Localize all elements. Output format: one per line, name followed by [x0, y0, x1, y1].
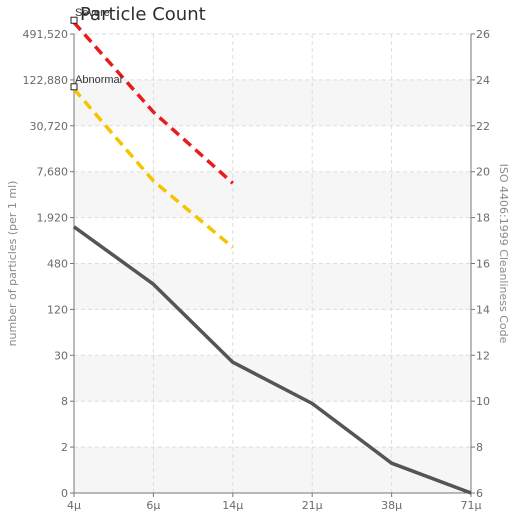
- grid-lines: [73, 33, 472, 494]
- y-right-tick-label: 8: [476, 441, 483, 454]
- y-left-tick-label: 1,920: [37, 212, 69, 225]
- series-line-3: [72, 225, 472, 495]
- plot-band: [74, 171, 471, 218]
- plot-band: [74, 263, 471, 310]
- y-left-tick-label: 7,680: [37, 166, 69, 179]
- y-right-tick-label: 22: [476, 120, 490, 133]
- axes: [70, 33, 475, 497]
- y-left-tick-label: 122,880: [23, 74, 69, 87]
- annotation-marker: [70, 83, 78, 91]
- y-left-tick-label: 480: [47, 258, 68, 271]
- x-tick-label: 21μ: [302, 499, 323, 512]
- x-tick-label: 71μ: [461, 499, 482, 512]
- x-tick-label: 38μ: [381, 499, 402, 512]
- annotations: Severe Abnormal: [70, 7, 122, 91]
- y-right-tick-label: 12: [476, 349, 490, 362]
- y-left-tick-label: 2: [61, 441, 68, 454]
- y-axis-left-title: number of particles (per 1 ml): [6, 181, 19, 347]
- y-right-tick-label: 16: [476, 258, 490, 271]
- y-left-tick-label: 30: [54, 349, 68, 362]
- y-left-tick-label: 491,520: [23, 28, 69, 41]
- y-left-tick-label: 8: [61, 395, 68, 408]
- plot-band: [74, 355, 471, 402]
- y-right-tick-label: 20: [476, 166, 490, 179]
- tick-labels: 0 2 8 30 120 480 1,920 7,680 30,720 122,880 491,52…: [23, 28, 491, 512]
- y-axis-right-title: ISO 4406:1999 Cleanliness Code: [497, 164, 510, 344]
- x-tick-label: 14μ: [222, 499, 243, 512]
- y-left-tick-label: 120: [47, 303, 68, 316]
- annotation-label: Severe: [75, 7, 110, 19]
- annotation-label: Abnormal: [75, 74, 122, 86]
- y-right-tick-label: 24: [476, 74, 490, 87]
- x-tick-label: 4μ: [67, 499, 81, 512]
- y-right-tick-label: 18: [476, 212, 490, 225]
- y-right-tick-label: 26: [476, 28, 490, 41]
- y-right-tick-label: 6: [476, 487, 483, 500]
- annotation-marker: [70, 16, 78, 24]
- x-tick-label: 6μ: [146, 499, 160, 512]
- plot-bands: [74, 79, 471, 493]
- y-right-tick-label: 10: [476, 395, 490, 408]
- y-left-tick-label: 0: [61, 487, 68, 500]
- y-left-tick-label: 30,720: [30, 120, 69, 133]
- plot-band: [74, 447, 471, 493]
- chart-title: Particle Count: [80, 4, 206, 25]
- plot-band: [74, 79, 471, 126]
- y-right-tick-label: 14: [476, 303, 490, 316]
